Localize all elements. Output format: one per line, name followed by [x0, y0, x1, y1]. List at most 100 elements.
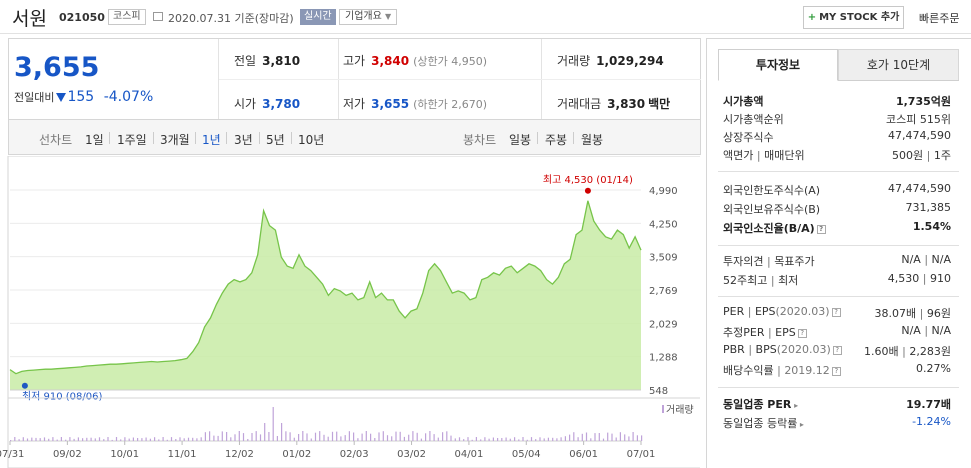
current-price: 3,655	[14, 52, 100, 83]
period-1w[interactable]: 1주일	[117, 133, 147, 147]
help-icon[interactable]: ?	[832, 346, 842, 355]
volume-bar	[412, 431, 414, 441]
period-1d[interactable]: 1일	[85, 133, 104, 147]
y-tick-label: 2,769	[649, 286, 678, 297]
price-date: 2020.07.31 기준(장마감)	[168, 12, 294, 25]
volume-bar	[484, 437, 486, 441]
volume-bar	[492, 437, 494, 441]
help-icon[interactable]: ?	[831, 308, 841, 317]
volume-bar	[433, 434, 435, 441]
volume-bar	[170, 437, 173, 441]
volume-bar	[585, 432, 588, 441]
volume-bar	[128, 438, 130, 441]
volume-bar	[310, 438, 312, 441]
volume-bar	[429, 431, 431, 441]
volume-bar	[501, 438, 503, 441]
volume-bar	[442, 432, 444, 441]
volume-bar	[204, 432, 206, 441]
chart-frame	[7, 156, 700, 468]
volume-bar	[564, 436, 566, 441]
realtime-button[interactable]: 실시간	[300, 9, 336, 25]
volume-legend-swatch	[662, 405, 664, 413]
candle-monthly[interactable]: 월봉	[581, 133, 604, 147]
volume-bar	[319, 431, 321, 441]
volume-bar	[463, 439, 465, 441]
volume-bar	[217, 435, 219, 441]
volume-bar	[166, 439, 168, 441]
volume-bar	[602, 438, 605, 441]
volume-bar	[615, 437, 617, 441]
volume-bar	[619, 432, 621, 441]
y-tick-label: 1,288	[649, 353, 678, 364]
volume-bar	[86, 437, 88, 441]
volume-bar	[547, 437, 549, 441]
period-10y[interactable]: 10년	[298, 133, 325, 147]
volume-bar	[56, 439, 58, 441]
volume-bar	[268, 432, 270, 441]
volume-bar	[94, 438, 96, 441]
volume-bar	[39, 438, 41, 441]
volume-bar	[416, 432, 418, 441]
x-tick-label: 07/01	[627, 449, 656, 460]
info-row-cap-rank: 시가총액순위 코스피 515위	[723, 113, 951, 126]
volume-bar	[641, 435, 643, 441]
volume-bar	[425, 433, 427, 441]
tab-order-book[interactable]: 호가 10단계	[838, 49, 959, 81]
info-row-foreign-held: 외국인보유주식수(B) 731,385	[723, 201, 951, 216]
info-row-industry-per: 동일업종 PER ▸ 19.77배	[723, 398, 951, 411]
volume-bar	[446, 431, 448, 441]
volume-bar	[196, 438, 198, 441]
volume-bar	[90, 437, 92, 441]
help-icon[interactable]: ?	[831, 367, 841, 376]
x-tick-label: 07/31	[0, 449, 24, 460]
volume-bar	[255, 431, 257, 441]
volume-legend: 거래량	[666, 404, 694, 416]
volume-bar	[590, 438, 592, 441]
volume-bar	[238, 431, 240, 441]
period-5y[interactable]: 5년	[266, 133, 285, 147]
high-price: 고가 3,840 (상한가 4,950)	[343, 54, 487, 68]
help-icon[interactable]: ?	[797, 329, 807, 338]
company-overview-dropdown[interactable]: 기업개요 ▼	[339, 9, 398, 25]
price-change: 전일대비 155 -4.07%	[14, 89, 154, 105]
volume-bar	[539, 437, 541, 441]
volume-bar	[77, 437, 79, 441]
volume-bar	[450, 435, 452, 441]
volume-bar	[357, 438, 359, 441]
volume-bar	[378, 432, 380, 441]
period-3m[interactable]: 3개월	[160, 133, 190, 147]
volume-bar	[259, 434, 262, 441]
period-1y[interactable]: 1년	[202, 133, 221, 147]
volume-bar	[107, 437, 109, 441]
info-row-dividend: 배당수익률 | 2019.12? 0.27%	[723, 362, 951, 377]
volume-bar	[10, 440, 12, 441]
line-chart-label: 선차트	[39, 133, 73, 147]
period-3y[interactable]: 3년	[234, 133, 253, 147]
help-icon[interactable]: ?	[816, 225, 826, 234]
stock-name: 서원	[12, 8, 47, 30]
info-row-est-per: 추정PER | EPS? N/A | N/A	[723, 324, 951, 339]
x-tick-label: 10/01	[110, 449, 139, 460]
open-price: 시가 3,780	[234, 97, 301, 111]
volume-bar	[14, 437, 16, 441]
candle-weekly[interactable]: 주봉	[545, 133, 568, 147]
candle-daily[interactable]: 일봉	[509, 133, 532, 147]
x-tick-label: 04/01	[454, 449, 483, 460]
volume-bar	[581, 433, 583, 441]
min-marker	[21, 382, 28, 389]
tab-investment-info[interactable]: 투자정보	[718, 49, 838, 81]
volume-bar	[276, 436, 278, 441]
volume-bar	[370, 433, 372, 441]
volume-bar	[560, 437, 562, 441]
volume-bar	[251, 433, 253, 441]
volume-bar	[361, 433, 363, 441]
volume-bar	[556, 438, 558, 441]
volume-bar	[209, 431, 211, 441]
volume-bar	[437, 437, 439, 441]
volume-bar	[35, 437, 37, 441]
volume-bar	[331, 431, 334, 441]
volume-bar	[18, 439, 20, 441]
low-price: 저가 3,655 (하한가 2,670)	[343, 97, 487, 111]
quick-order-link[interactable]: 빠른주문	[919, 12, 960, 25]
add-my-stock-button[interactable]: + MY STOCK 추가	[803, 6, 904, 29]
